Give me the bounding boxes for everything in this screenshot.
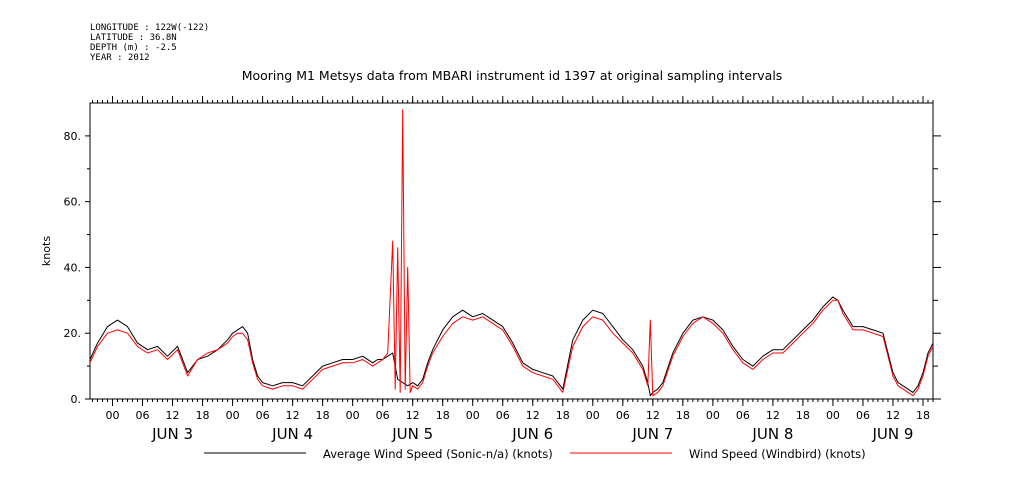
x-day-label: JUN 7 bbox=[631, 425, 673, 443]
x-tick-label: 06 bbox=[856, 409, 870, 422]
x-tick-label: 18 bbox=[676, 409, 690, 422]
y-axis-label: knots bbox=[40, 236, 53, 266]
header-latitude: LATITUDE : 36.8N bbox=[90, 33, 177, 43]
x-tick-label: 00 bbox=[826, 409, 840, 422]
x-tick-label: 18 bbox=[436, 409, 450, 422]
x-tick-label: 00 bbox=[106, 409, 120, 422]
x-day-label: JUN 5 bbox=[391, 425, 433, 443]
legend-label-windbird: Wind Speed (Windbird) (knots) bbox=[689, 447, 866, 461]
series-layer bbox=[89, 109, 934, 397]
series-line-windbird-wind-speed bbox=[89, 109, 934, 397]
x-tick-label: 06 bbox=[136, 409, 150, 422]
x-tick-label: 00 bbox=[706, 409, 720, 422]
x-axis: 00 06 12 18 00 06 12 18 00 06 12 18 00 06 12 18 00 06 12 18… bbox=[106, 96, 930, 443]
x-day-label: JUN 4 bbox=[271, 425, 313, 443]
x-tick-label: 18 bbox=[556, 409, 570, 422]
x-tick-label: 00 bbox=[586, 409, 600, 422]
x-tick-label: 12 bbox=[766, 409, 780, 422]
chart-title: Mooring M1 Metsys data from MBARI instru… bbox=[242, 68, 783, 83]
y-tick-label: 20. bbox=[64, 327, 82, 340]
header-longitude: LONGITUDE : 122W(-122) bbox=[90, 23, 209, 33]
x-tick-label: 06 bbox=[256, 409, 270, 422]
x-day-label: JUN 8 bbox=[751, 425, 793, 443]
x-tick-label: 12 bbox=[406, 409, 420, 422]
x-tick-label: 00 bbox=[226, 409, 240, 422]
x-tick-label: 00 bbox=[466, 409, 480, 422]
series-line-average-wind-speed bbox=[89, 296, 934, 397]
legend: Average Wind Speed (Sonic-n/a) (knots) W… bbox=[204, 447, 866, 461]
minor-ticks bbox=[92, 100, 934, 402]
x-tick-label: 12 bbox=[286, 409, 300, 422]
x-tick-label: 06 bbox=[616, 409, 630, 422]
header-year: YEAR : 2012 bbox=[90, 53, 150, 63]
y-axis: 0. 20. 40. 60. 80. bbox=[64, 130, 941, 406]
legend-label-average: Average Wind Speed (Sonic-n/a) (knots) bbox=[323, 447, 553, 461]
plot-frame bbox=[89, 102, 934, 400]
header-depth: DEPTH (m) : -2.5 bbox=[90, 43, 177, 53]
x-tick-label: 12 bbox=[166, 409, 180, 422]
x-day-label: JUN 9 bbox=[872, 425, 914, 443]
x-tick-label: 18 bbox=[316, 409, 330, 422]
x-tick-label: 06 bbox=[736, 409, 750, 422]
y-tick-label: 40. bbox=[64, 261, 82, 274]
x-day-label: JUN 3 bbox=[151, 425, 193, 443]
x-tick-label: 06 bbox=[496, 409, 510, 422]
x-tick-label: 18 bbox=[916, 409, 930, 422]
x-tick-label: 12 bbox=[646, 409, 660, 422]
y-tick-label: 60. bbox=[64, 196, 82, 209]
x-tick-label: 12 bbox=[526, 409, 540, 422]
x-tick-label: 18 bbox=[796, 409, 810, 422]
y-tick-label: 0. bbox=[71, 393, 82, 406]
x-tick-label: 00 bbox=[346, 409, 360, 422]
x-tick-label: 12 bbox=[886, 409, 900, 422]
x-tick-label: 06 bbox=[376, 409, 390, 422]
y-tick-label: 80. bbox=[64, 130, 82, 143]
x-tick-label: 18 bbox=[196, 409, 210, 422]
x-day-label: JUN 6 bbox=[511, 425, 553, 443]
